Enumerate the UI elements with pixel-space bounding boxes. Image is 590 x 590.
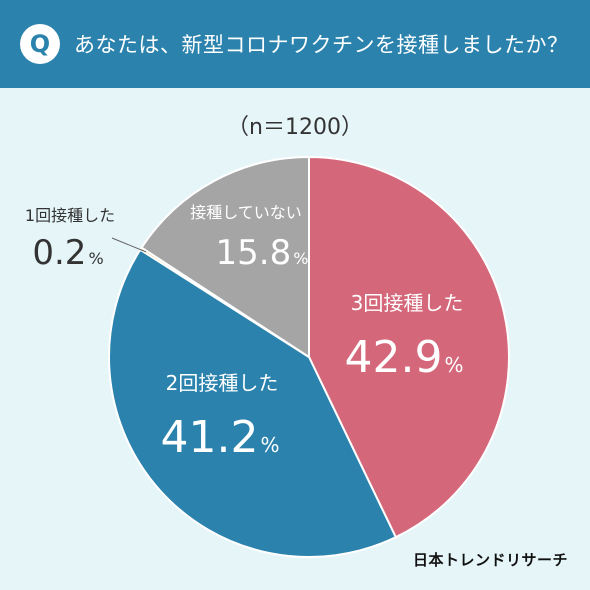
question-header: Q あなたは、新型コロナワクチンを接種しましたか？: [0, 0, 590, 88]
slice-value: 0.2%: [32, 233, 103, 273]
slice-label: 1回接種した: [25, 206, 115, 225]
pie-slice: [308, 155, 510, 539]
slice-value: 41.2%: [161, 412, 280, 463]
question-badge: Q: [20, 24, 60, 64]
pie-slice: [140, 155, 310, 359]
slice-value: 15.8%: [216, 233, 309, 273]
slice-label: 3回接種した: [351, 291, 464, 315]
sample-size-label: （n＝1200）: [227, 115, 363, 140]
pie-slice: [108, 248, 398, 558]
leader-line: [111, 237, 147, 253]
source-credit: 日本トレンドリサーチ: [412, 551, 568, 569]
slice-label: 接種していない: [190, 203, 302, 222]
slice-value: 42.9%: [345, 332, 464, 383]
question-text: あなたは、新型コロナワクチンを接種しましたか？: [74, 33, 569, 57]
slice-label: 2回接種した: [166, 371, 279, 395]
